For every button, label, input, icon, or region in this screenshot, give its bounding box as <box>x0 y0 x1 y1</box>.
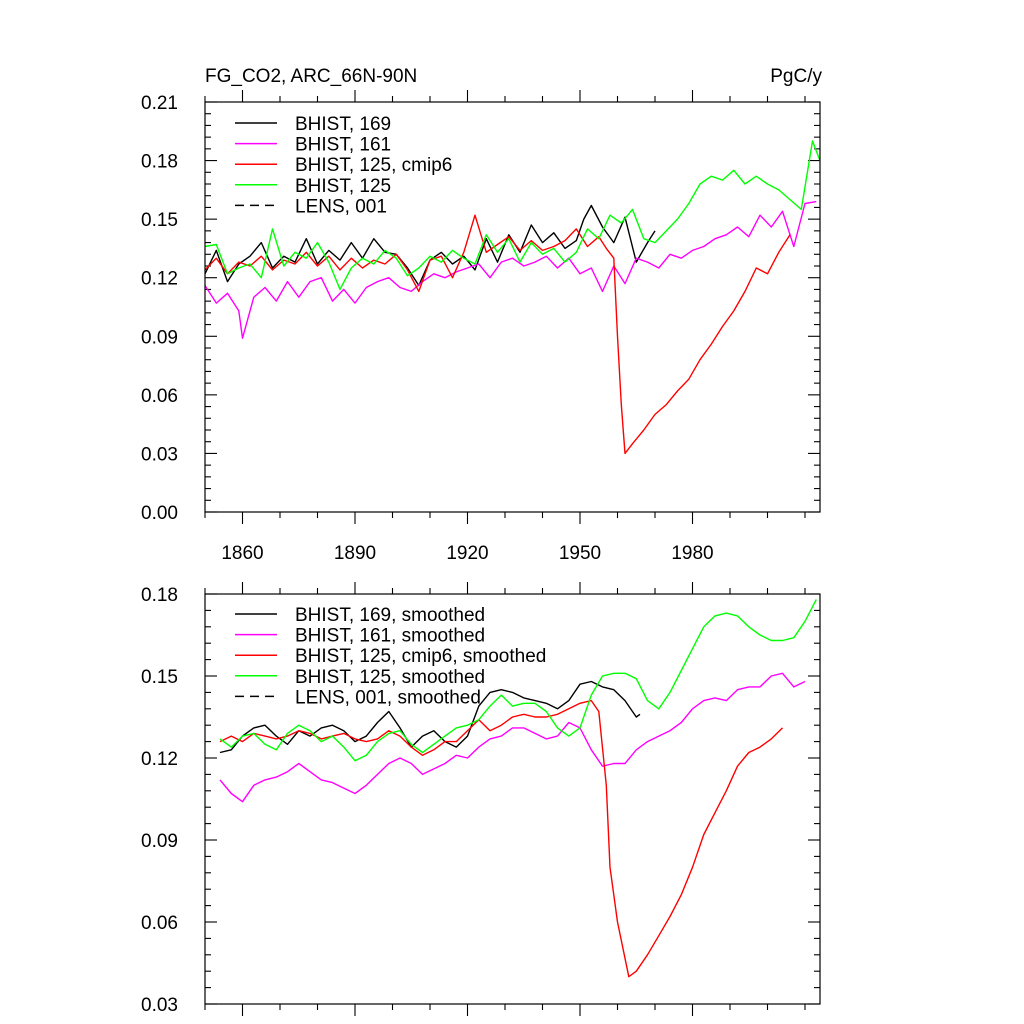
bottom-panel-series <box>219 599 817 978</box>
y-tick-label: 0.09 <box>141 327 178 348</box>
legend-entry: BHIST, 125, smoothed <box>295 667 485 688</box>
legend-entry: BHIST, 161, smoothed <box>295 626 485 647</box>
legend-entry: BHIST, 125, cmip6 <box>295 155 452 176</box>
legend-entry: BHIST, 169 <box>295 114 391 135</box>
legend-entry: LENS, 001 <box>295 196 387 217</box>
y-tick-label: 0.06 <box>141 913 178 934</box>
top-panel: FG_CO2, ARC_66N-90N PgC/y 0.000.030.060.… <box>141 66 822 564</box>
x-tick-label: 1980 <box>671 543 713 564</box>
series-line-2 <box>204 214 791 455</box>
y-tick-label: 0.00 <box>141 503 178 524</box>
y-tick-label: 0.15 <box>141 667 178 688</box>
x-tick-label: 1890 <box>334 543 376 564</box>
y-tick-label: 0.21 <box>141 93 178 114</box>
units-label: PgC/y <box>770 66 822 87</box>
y-tick-label: 0.03 <box>141 995 178 1016</box>
series-line-3 <box>219 599 817 762</box>
top-panel-frame <box>204 101 821 513</box>
bottom-panel-ticks: 0.03 0.06 0.09 0.12 0.15 0.18 <box>141 582 820 1016</box>
y-tick-label: 0.09 <box>141 831 178 852</box>
series-line-1 <box>219 672 806 803</box>
y-tick-label: 0.06 <box>141 386 178 407</box>
y-tick-label: 0.12 <box>141 749 178 770</box>
top-panel-ticks: 0.00 0.03 0.06 0.09 0.12 0.15 0.18 0.21 1860 1890… <box>141 90 820 564</box>
y-tick-label: 0.12 <box>141 269 178 290</box>
series-line-2 <box>219 699 783 978</box>
y-tick-label: 0.18 <box>141 152 178 173</box>
top-panel-series <box>204 140 821 455</box>
chart-title: FG_CO2, ARC_66N-90N <box>205 66 417 87</box>
series-line-1 <box>204 200 817 339</box>
x-tick-label: 1860 <box>221 543 263 564</box>
x-tick-label: 1920 <box>446 543 488 564</box>
x-tick-label: 1950 <box>559 543 601 564</box>
y-tick-label: 0.03 <box>141 444 178 465</box>
legend-entry: BHIST, 125, cmip6, smoothed <box>295 646 546 667</box>
series-line-3 <box>204 140 821 291</box>
series-line-0 <box>219 680 641 754</box>
legend-entry: BHIST, 125 <box>295 176 391 197</box>
bottom-panel-frame <box>204 593 821 1005</box>
legend-entry: BHIST, 169, smoothed <box>295 605 485 626</box>
legend-entry: LENS, 001, smoothed <box>295 687 481 708</box>
bottom-panel: 0.03 0.06 0.09 0.12 0.15 0.18 BHIST, 169, smo… <box>141 582 821 1016</box>
legend-entry: BHIST, 161 <box>295 135 391 156</box>
y-tick-label: 0.18 <box>141 585 178 606</box>
y-tick-label: 0.15 <box>141 210 178 231</box>
